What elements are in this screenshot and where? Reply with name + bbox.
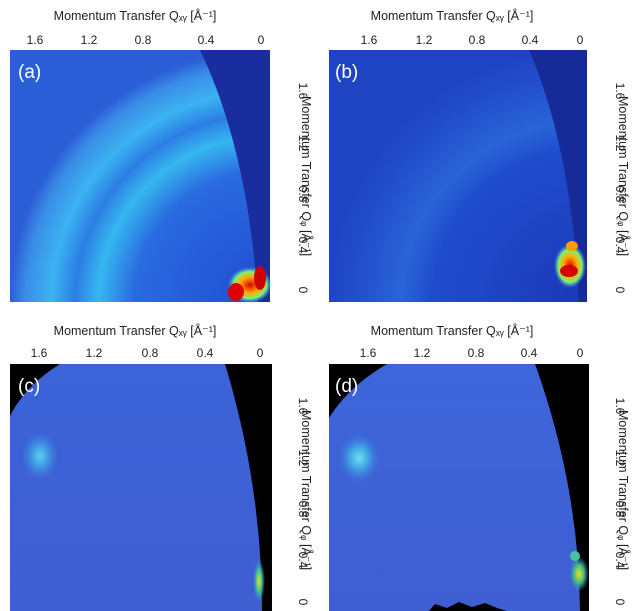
wedge-mask — [529, 50, 587, 302]
heatmap-d — [329, 364, 589, 611]
x-tick-label: 0 — [576, 346, 584, 360]
mask-corner — [329, 364, 387, 418]
x-tick-label: 0 — [257, 33, 265, 47]
x-axis-title: Momentum Transfer Qₓᵧ [Å⁻¹] — [53, 324, 217, 338]
mask-corner — [10, 364, 60, 416]
y-axis-title: Momentum Transfer Qᵩ [Å⁻¹] — [299, 96, 313, 257]
y-axis-title: Momentum Transfer Qᵩ [Å⁻¹] — [299, 410, 313, 571]
x-tick-label: 0.4 — [197, 33, 215, 47]
panel-b: Momentum Transfer Qₓᵧ [Å⁻¹] (b) 1.6 1.2 … — [317, 0, 634, 305]
y-tick-label: 0 — [296, 286, 310, 294]
hot-spot — [253, 559, 265, 603]
panel-label: (c) — [18, 376, 41, 397]
x-tick-label: 1.2 — [85, 346, 103, 360]
hot-spot — [228, 283, 244, 301]
x-tick-label: 1.6 — [359, 346, 377, 360]
panel-label: (b) — [335, 62, 359, 83]
peak-spot — [337, 432, 381, 484]
scatter-background — [329, 364, 589, 611]
x-tick-label: 0.8 — [468, 33, 486, 47]
x-axis-title: Momentum Transfer Qₓᵧ [Å⁻¹] — [370, 9, 534, 23]
y-axis-title: Momentum Transfer Qᵩ [Å⁻¹] — [616, 96, 630, 257]
y-tick-label: 0 — [613, 598, 627, 606]
hot-spot — [560, 265, 578, 277]
x-tick-label: 0.8 — [141, 346, 159, 360]
x-tick-label: 1.6 — [30, 346, 48, 360]
hot-spot — [569, 556, 589, 592]
x-tick-label: 0.4 — [521, 33, 539, 47]
panel-c: Momentum Transfer Qₓᵧ [Å⁻¹] (c) 1.6 1.2 — [0, 306, 317, 611]
x-tick-label: 1.2 — [415, 33, 433, 47]
panel-label: (d) — [335, 376, 359, 397]
x-tick-label: 0 — [256, 346, 264, 360]
x-tick-label: 1.2 — [413, 346, 431, 360]
scatter-background — [10, 364, 272, 611]
wedge-mask — [535, 364, 589, 611]
heatmap-b — [329, 50, 587, 302]
y-tick-label: 0 — [296, 598, 310, 606]
panel-d: Momentum Transfer Qₓᵧ [Å⁻¹] (d) — [317, 306, 634, 611]
x-tick-label: 0.8 — [134, 33, 152, 47]
mask-bottom — [429, 602, 507, 611]
x-tick-label: 0 — [576, 33, 584, 47]
panel-label: (a) — [18, 62, 42, 83]
heatmap-c — [10, 364, 272, 611]
heatmap-a — [10, 50, 272, 303]
wedge-mask — [225, 364, 272, 611]
wedge-mask — [200, 50, 270, 302]
x-tick-label: 0.4 — [196, 346, 214, 360]
y-tick-label: 0 — [613, 286, 627, 294]
peak-spot — [20, 430, 60, 482]
hot-spot — [254, 266, 266, 290]
hot-spot — [566, 241, 578, 251]
x-tick-label: 0.4 — [520, 346, 538, 360]
x-tick-label: 1.6 — [26, 33, 44, 47]
x-tick-label: 1.6 — [360, 33, 378, 47]
x-axis-title: Momentum Transfer Qₓᵧ [Å⁻¹] — [370, 324, 534, 338]
x-tick-label: 1.2 — [80, 33, 98, 47]
x-axis-title: Momentum Transfer Qₓᵧ [Å⁻¹] — [53, 9, 217, 23]
y-axis-title: Momentum Transfer Qᵩ [Å⁻¹] — [616, 410, 630, 571]
x-tick-label: 0.8 — [467, 346, 485, 360]
scatter-ring — [329, 50, 587, 302]
panel-a: Momentum Transfer Qₓᵧ [Å⁻¹] (a — [0, 0, 317, 305]
hot-spot — [570, 551, 580, 561]
